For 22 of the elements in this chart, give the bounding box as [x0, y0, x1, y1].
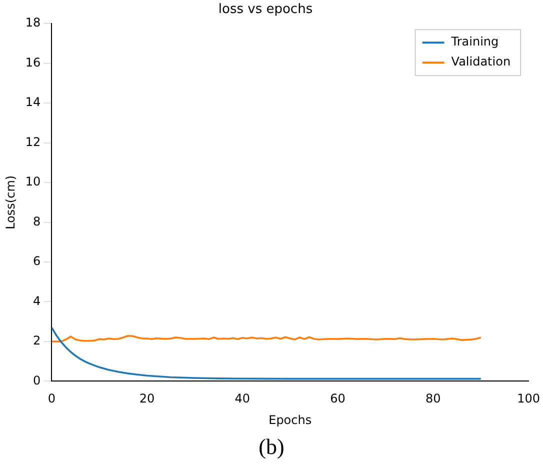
x-tick-label: 60	[330, 392, 346, 406]
legend-label: Validation	[451, 54, 511, 69]
text: (b)	[258, 434, 286, 460]
x-tick-label: 80	[426, 392, 441, 406]
y-tick-label: 4	[33, 294, 41, 308]
legend-label: Training	[450, 34, 499, 49]
x-axis-title: Epochs	[268, 412, 312, 427]
y-tick-label: 0	[33, 373, 41, 388]
chart-title: loss vs epochs	[218, 2, 313, 18]
y-tick-label: 12	[25, 134, 41, 149]
x-tick-label: 100	[517, 392, 540, 406]
y-tick-label: 16	[25, 55, 41, 70]
y-tick-label: 2	[33, 334, 41, 348]
y-tick-label: 14	[25, 95, 41, 110]
y-tick-label: 8	[33, 214, 41, 228]
y-tick-label: 18	[25, 16, 41, 30]
y-axis-title: Loss(cm)	[3, 175, 18, 230]
y-tick-label: 10	[25, 174, 41, 189]
x-tick-label: 0	[48, 392, 56, 406]
x-tick-label: 20	[139, 392, 155, 406]
y-tick-label: 6	[33, 254, 41, 268]
x-tick-label: 40	[234, 392, 250, 406]
